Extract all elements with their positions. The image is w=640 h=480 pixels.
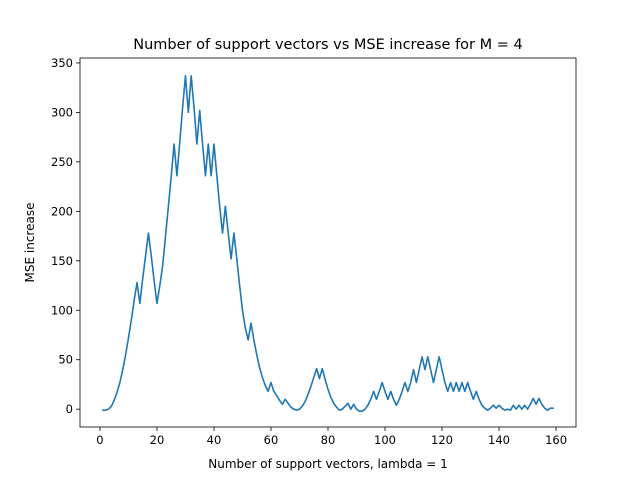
- x-tick-label: 100: [374, 433, 396, 447]
- x-tick-label: 0: [96, 433, 103, 447]
- y-tick-label: 0: [66, 402, 73, 416]
- y-tick-label: 300: [51, 105, 73, 119]
- x-axis: 0 20 40 60 80 100 120 140 160: [96, 427, 567, 447]
- x-tick-label: 140: [488, 433, 510, 447]
- y-tick-label: 200: [51, 204, 73, 218]
- x-tick-label: 60: [264, 433, 279, 447]
- x-axis-label: Number of support vectors, lambda = 1: [208, 457, 448, 471]
- x-tick-label: 160: [545, 433, 567, 447]
- x-tick-label: 80: [321, 433, 336, 447]
- y-tick-label: 250: [51, 155, 73, 169]
- chart-title: Number of support vectors vs MSE increas…: [133, 37, 522, 53]
- x-tick-label: 20: [150, 433, 165, 447]
- y-tick-label: 100: [51, 303, 73, 317]
- y-axis-label: MSE increase: [23, 203, 37, 283]
- y-axis: 0 50 100 150 200 250 300 350: [51, 56, 80, 416]
- series-line: [102, 75, 554, 412]
- y-tick-label: 50: [58, 353, 73, 367]
- x-tick-label: 40: [207, 433, 222, 447]
- plot-frame: [79, 57, 577, 428]
- x-tick-label: 120: [431, 433, 453, 447]
- y-tick-label: 150: [51, 254, 73, 268]
- y-tick-label: 350: [51, 56, 73, 70]
